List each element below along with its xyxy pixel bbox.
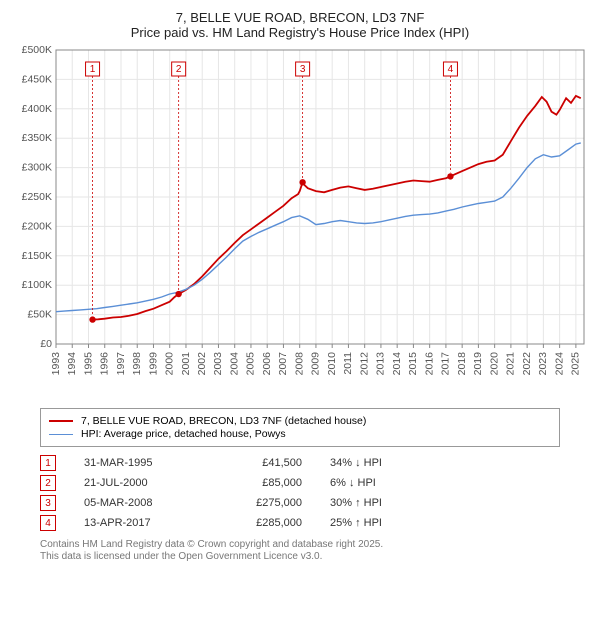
svg-text:2020: 2020 bbox=[488, 352, 500, 376]
svg-text:1995: 1995 bbox=[82, 352, 94, 376]
marker-dot-1 bbox=[89, 316, 95, 322]
marker-dot-3 bbox=[299, 179, 305, 185]
svg-text:£500K: £500K bbox=[22, 44, 52, 56]
svg-text:2014: 2014 bbox=[391, 352, 403, 376]
svg-text:£50K: £50K bbox=[27, 309, 52, 321]
transaction-marker: 4 bbox=[40, 515, 56, 531]
transaction-delta: 6% ↓ HPI bbox=[330, 477, 430, 489]
svg-text:£400K: £400K bbox=[22, 103, 52, 115]
chart: £0 £50K £100K £150K £200K £250K £300K £350K £400… bbox=[10, 44, 590, 404]
transaction-row: 2 21-JUL-2000 £85,000 6% ↓ HPI bbox=[40, 473, 560, 493]
legend-item: HPI: Average price, detached house, Powy… bbox=[49, 428, 551, 440]
svg-text:1: 1 bbox=[90, 64, 96, 75]
svg-text:2021: 2021 bbox=[505, 352, 517, 376]
transaction-delta: 34% ↓ HPI bbox=[330, 457, 430, 469]
svg-text:1996: 1996 bbox=[99, 352, 111, 376]
transaction-date: 05-MAR-2008 bbox=[84, 497, 194, 509]
transaction-price: £275,000 bbox=[222, 497, 302, 509]
svg-text:£350K: £350K bbox=[22, 132, 52, 144]
legend-label: HPI: Average price, detached house, Powy… bbox=[81, 428, 286, 440]
svg-text:£250K: £250K bbox=[22, 191, 52, 203]
transaction-marker: 1 bbox=[40, 455, 56, 471]
svg-text:2011: 2011 bbox=[342, 352, 354, 375]
transaction-price: £285,000 bbox=[222, 517, 302, 529]
svg-text:4: 4 bbox=[448, 64, 454, 75]
svg-text:£300K: £300K bbox=[22, 162, 52, 174]
transaction-row: 3 05-MAR-2008 £275,000 30% ↑ HPI bbox=[40, 493, 560, 513]
footer: Contains HM Land Registry data © Crown c… bbox=[40, 539, 560, 563]
svg-text:1997: 1997 bbox=[115, 352, 127, 376]
transaction-date: 13-APR-2017 bbox=[84, 517, 194, 529]
svg-text:2015: 2015 bbox=[407, 352, 419, 376]
transaction-date: 31-MAR-1995 bbox=[84, 457, 194, 469]
page-container: 7, BELLE VUE ROAD, BRECON, LD3 7NF Price… bbox=[0, 0, 600, 563]
legend-swatch bbox=[49, 420, 73, 422]
transaction-date: 21-JUL-2000 bbox=[84, 477, 194, 489]
svg-text:2003: 2003 bbox=[212, 352, 224, 376]
svg-text:£150K: £150K bbox=[22, 250, 52, 262]
svg-text:2001: 2001 bbox=[180, 352, 192, 376]
chart-svg: £0 £50K £100K £150K £200K £250K £300K £350K £400… bbox=[10, 44, 590, 404]
footer-line2: This data is licensed under the Open Gov… bbox=[40, 551, 560, 563]
marker-dot-4 bbox=[447, 173, 453, 179]
legend-label: 7, BELLE VUE ROAD, BRECON, LD3 7NF (deta… bbox=[81, 415, 366, 427]
transaction-delta: 30% ↑ HPI bbox=[330, 497, 430, 509]
transaction-price: £41,500 bbox=[222, 457, 302, 469]
transactions-table: 1 31-MAR-1995 £41,500 34% ↓ HPI 2 21-JUL-2000… bbox=[40, 453, 560, 533]
svg-text:2010: 2010 bbox=[326, 352, 338, 376]
legend: 7, BELLE VUE ROAD, BRECON, LD3 7NF (deta… bbox=[40, 408, 560, 447]
transaction-marker: 3 bbox=[40, 495, 56, 511]
svg-text:2018: 2018 bbox=[456, 352, 468, 376]
transaction-row: 4 13-APR-2017 £285,000 25% ↑ HPI bbox=[40, 513, 560, 533]
transaction-row: 1 31-MAR-1995 £41,500 34% ↓ HPI bbox=[40, 453, 560, 473]
svg-text:£450K: £450K bbox=[22, 73, 52, 85]
svg-text:2002: 2002 bbox=[196, 352, 208, 376]
legend-swatch bbox=[49, 434, 73, 435]
svg-text:2024: 2024 bbox=[553, 352, 565, 376]
transaction-delta: 25% ↑ HPI bbox=[330, 517, 430, 529]
legend-item: 7, BELLE VUE ROAD, BRECON, LD3 7NF (deta… bbox=[49, 415, 551, 427]
transaction-marker: 2 bbox=[40, 475, 56, 491]
title-line1: 7, BELLE VUE ROAD, BRECON, LD3 7NF bbox=[0, 10, 600, 25]
svg-text:2019: 2019 bbox=[472, 352, 484, 376]
svg-text:£200K: £200K bbox=[22, 220, 52, 232]
svg-text:2016: 2016 bbox=[423, 352, 435, 376]
svg-text:£0: £0 bbox=[40, 338, 52, 350]
title-block: 7, BELLE VUE ROAD, BRECON, LD3 7NF Price… bbox=[0, 0, 600, 44]
svg-text:1993: 1993 bbox=[50, 352, 62, 376]
svg-text:2004: 2004 bbox=[228, 352, 240, 376]
svg-text:2007: 2007 bbox=[277, 352, 289, 376]
marker-dot-2 bbox=[175, 291, 181, 297]
svg-text:1999: 1999 bbox=[147, 352, 159, 376]
svg-text:2005: 2005 bbox=[245, 352, 257, 376]
title-line2: Price paid vs. HM Land Registry's House … bbox=[0, 25, 600, 40]
svg-text:2000: 2000 bbox=[164, 352, 176, 376]
svg-text:£100K: £100K bbox=[22, 279, 52, 291]
svg-text:2: 2 bbox=[176, 64, 182, 75]
svg-text:1994: 1994 bbox=[66, 352, 78, 376]
svg-text:2013: 2013 bbox=[375, 352, 387, 376]
footer-line1: Contains HM Land Registry data © Crown c… bbox=[40, 539, 560, 551]
svg-text:2025: 2025 bbox=[570, 352, 582, 376]
svg-text:2023: 2023 bbox=[537, 352, 549, 376]
svg-text:2009: 2009 bbox=[310, 352, 322, 376]
svg-text:3: 3 bbox=[300, 64, 306, 75]
svg-text:2006: 2006 bbox=[261, 352, 273, 376]
svg-text:1998: 1998 bbox=[131, 352, 143, 376]
svg-text:2017: 2017 bbox=[440, 352, 452, 376]
svg-text:2012: 2012 bbox=[358, 352, 370, 376]
transaction-price: £85,000 bbox=[222, 477, 302, 489]
svg-text:2022: 2022 bbox=[521, 352, 533, 376]
svg-text:2008: 2008 bbox=[293, 352, 305, 376]
